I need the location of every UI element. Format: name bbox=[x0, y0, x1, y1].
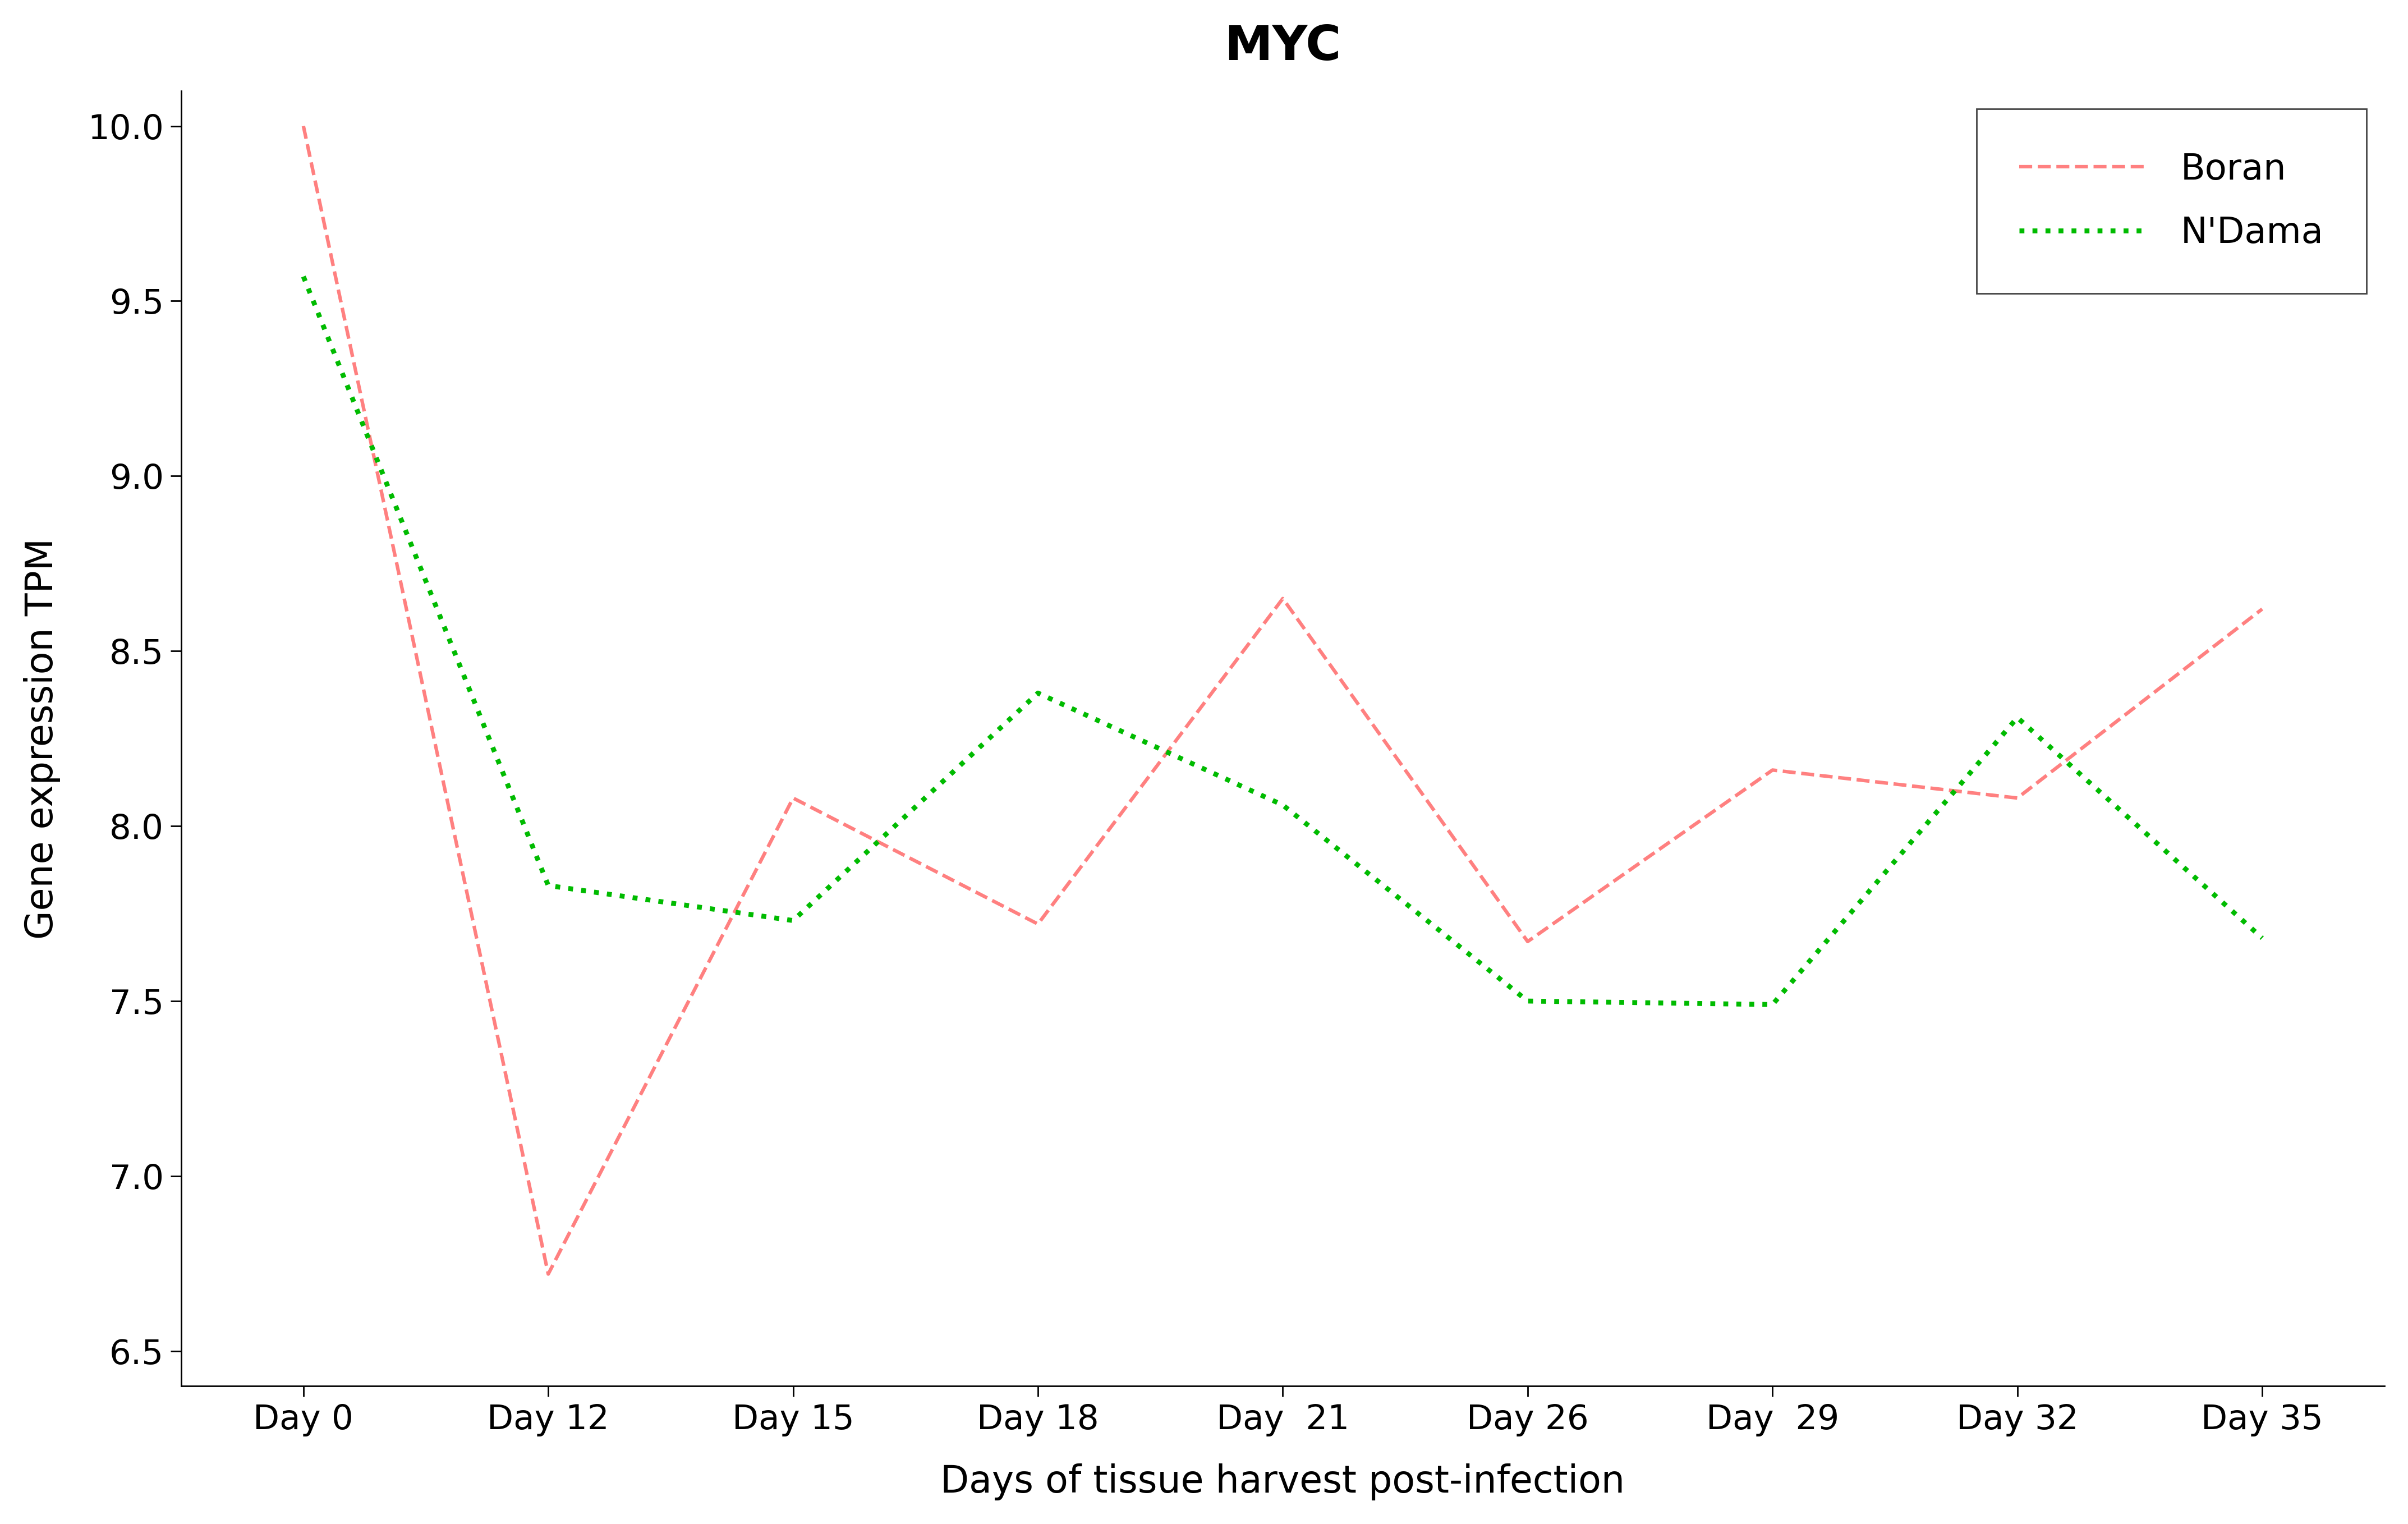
Y-axis label: Gene expression TPM: Gene expression TPM bbox=[24, 538, 60, 939]
X-axis label: Days of tissue harvest post-infection: Days of tissue harvest post-infection bbox=[942, 1463, 1625, 1501]
Legend: Boran, N'Dama: Boran, N'Dama bbox=[1977, 108, 2367, 293]
Title: MYC: MYC bbox=[1223, 23, 1341, 70]
